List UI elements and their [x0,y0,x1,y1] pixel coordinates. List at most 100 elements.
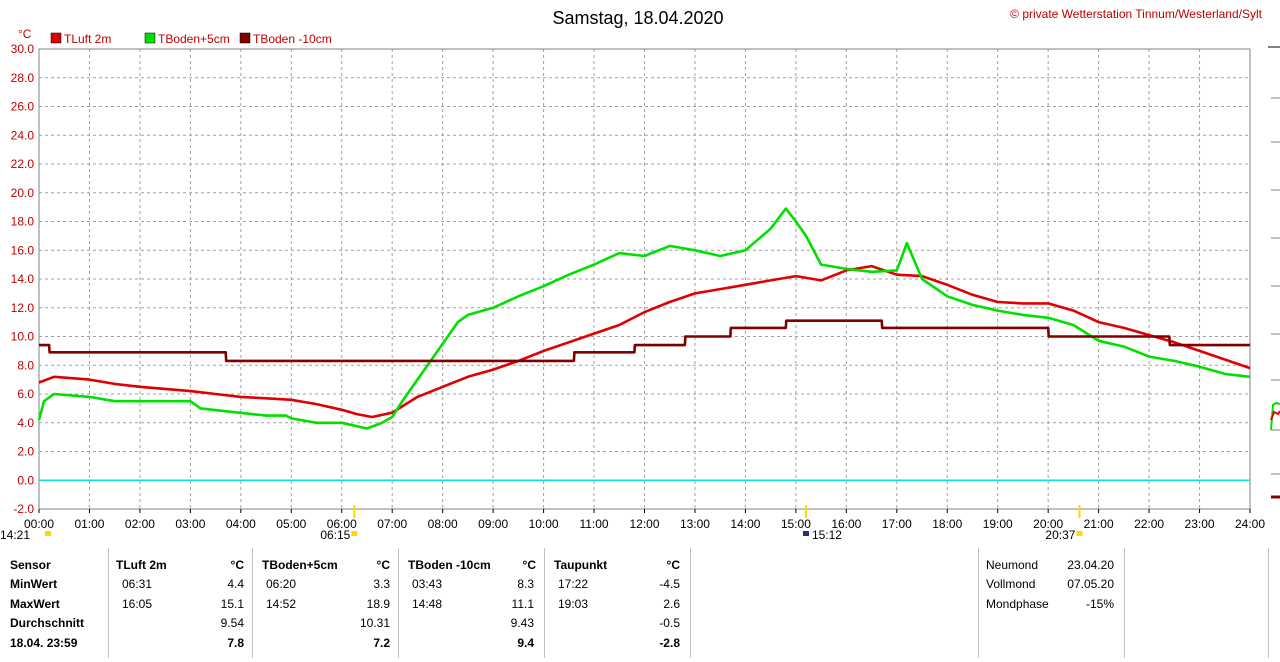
x-tick-label: 19:00 [983,517,1013,531]
x-tick-label: 18:00 [932,517,962,531]
row-label-max: MaxWert [10,597,60,611]
tluft-avg-value: 9.54 [220,616,244,630]
y-tick-label: 20.0 [11,186,35,200]
x-tick-label: 20:00 [1033,517,1063,531]
y-tick-label: 4.0 [17,416,34,430]
legend-label: TLuft 2m [64,32,111,46]
x-tick-label: 21:00 [1084,517,1114,531]
header-taupunkt-unit: °C [666,558,680,572]
y-tick-label: 30.0 [11,42,35,56]
taupunkt-max-time: 19:03 [558,597,589,611]
moon-phase-label: Mondphase [986,597,1049,611]
x-tick-label: 05:00 [276,517,306,531]
row-label-current: 18.04. 23:59 [10,636,78,650]
header-sensor: Sensor [10,558,51,572]
y-tick-labels: -2.0 0.0 2.0 4.0 6.0 8.0 10.0 12.0 14.0 16.0 18.0 2… [11,42,35,516]
x-tick-label: 14:00 [730,517,760,531]
tluft-min-time: 06:31 [122,577,153,591]
tboden5-column: TBoden+5cm °C 06:20 3.3 14:52 18.9 10.31… [256,546,394,658]
sun-marker-label: 06:15 [320,528,350,542]
y-tick-label: 6.0 [17,387,34,401]
x-tick-label: 13:00 [680,517,710,531]
x-tick-label: 03:00 [175,517,205,531]
x-tick-label: 04:00 [226,517,256,531]
x-tick-label: 15:00 [781,517,811,531]
tboden10-max-time: 14:48 [412,597,443,611]
moon-new-value: 23.04.20 [1067,558,1114,572]
y-tick-label: -2.0 [13,502,34,516]
moon-new-label: Neumond [986,558,1039,572]
header-tluft-unit: °C [230,558,244,572]
x-tick-label: 16:00 [831,517,861,531]
taupunkt-avg-value: -0.5 [659,616,680,630]
tluft-current-value: 7.8 [227,636,244,650]
y-tick-label: 10.0 [11,330,35,344]
y-tick-label: 24.0 [11,128,35,142]
series-lines [37,207,1251,430]
x-tick-label: 09:00 [478,517,508,531]
sun-icon [45,531,51,536]
tboden10-avg-value: 9.43 [510,616,534,630]
tboden10-min-value: 8.3 [517,577,534,591]
x-tick-label: 23:00 [1185,517,1215,531]
header-tluft: TLuft 2m [116,558,167,572]
temperature-chart: -2.0 0.0 2.0 4.0 6.0 8.0 10.0 12.0 14.0 16.0 18.0 2… [0,7,1280,542]
header-tboden5: TBoden+5cm [262,558,338,572]
legend-swatch [50,32,62,44]
sun-marker-icon [1076,531,1083,536]
tluft-max-time: 16:05 [122,597,153,611]
y-tick-label: 8.0 [17,358,34,372]
x-tick-labels: 00:00 01:00 02:00 03:00 04:00 05:00 06:00 07:00… [24,509,1265,531]
x-tick-label: 12:00 [629,517,659,531]
y-tick-label: 16.0 [11,243,35,257]
x-tick-label: 10:00 [529,517,559,531]
sun-marker-icon [351,531,358,536]
y-tick-label: 2.0 [17,445,34,459]
tboden5-max-time: 14:52 [266,597,297,611]
tboden10-column: TBoden -10cm °C 03:43 8.3 14:48 11.1 9.4… [402,546,540,658]
legend-swatch [239,32,251,44]
tboden5-max-value: 18.9 [366,597,390,611]
series-line-3 [39,319,1250,363]
row-label-min: MinWert [10,577,58,591]
legend-label: TBoden -10cm [253,32,332,46]
y-tick-label: 0.0 [17,473,34,487]
x-tick-label: 01:00 [74,517,104,531]
header-tboden10: TBoden -10cm [408,558,491,572]
sensor-column: Sensor MinWert MaxWert Durchschnitt 18.0… [10,546,110,658]
legend-label: TBoden+5cm [158,32,230,46]
x-tick-label: 22:00 [1134,517,1164,531]
y-tick-label: 12.0 [11,301,35,315]
chart-title: Samstag, 18.04.2020 [552,8,723,28]
tboden5-min-time: 06:20 [266,577,297,591]
sun-marker-icon [802,531,809,536]
tluft-column: TLuft 2m °C 06:31 4.4 16:05 15.1 9.54 7.… [112,546,248,658]
tboden10-min-time: 03:43 [412,577,443,591]
copyright-text: © private Wetterstation Tinnum/Westerlan… [1010,7,1263,21]
sun-markers: 06:15 15:12 20:37 [320,505,1083,542]
moon-column: Neumond 23.04.20 Vollmond 07.05.20 Mondp… [986,546,1120,658]
tboden5-avg-value: 10.31 [359,616,390,630]
tboden10-current-value: 9.4 [517,636,534,650]
y-tick-label: 28.0 [11,71,35,85]
y-tick-label: 22.0 [11,157,35,171]
x-tick-label: 06:00 [327,517,357,531]
x-tick-label: 00:00 [24,517,54,531]
left-time-label: 14:21 [0,528,30,542]
tboden5-current-value: 7.2 [373,636,390,650]
header-taupunkt: Taupunkt [554,558,608,572]
header-tboden5-unit: °C [376,558,390,572]
right-scale-ticks [1268,46,1280,499]
series-line-2 [37,207,1251,430]
x-tick-label: 11:00 [579,517,608,531]
statistics-panel: Sensor MinWert MaxWert Durchschnitt 18.0… [0,546,1280,662]
legend-swatch [144,32,156,44]
moon-full-value: 07.05.20 [1067,577,1114,591]
tluft-max-value: 15.1 [220,597,244,611]
y-axis-unit: °C [18,27,32,41]
y-tick-label: 26.0 [11,100,35,114]
header-tboden10-unit: °C [522,558,536,572]
tboden10-max-value: 11.1 [511,597,534,611]
taupunkt-current-value: -2.8 [659,636,680,650]
row-label-avg: Durchschnitt [10,616,85,630]
